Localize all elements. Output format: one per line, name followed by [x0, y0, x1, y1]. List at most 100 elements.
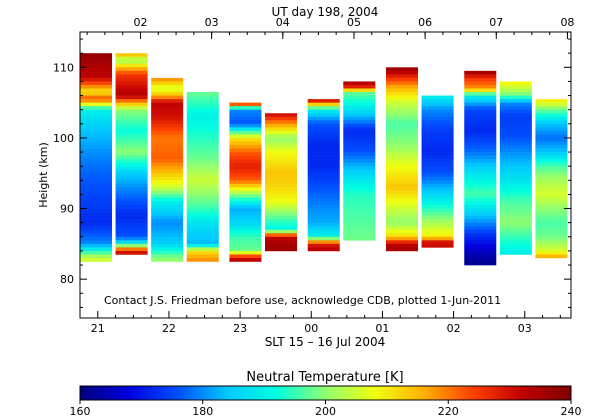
heat-cell [265, 134, 298, 139]
heat-cell [151, 144, 184, 149]
heat-cell [421, 116, 454, 121]
x-axis-label: SLT 15 – 16 Jul 2004 [265, 335, 386, 349]
heat-cell [80, 84, 113, 89]
heat-cell [115, 212, 148, 216]
heat-cell [535, 106, 568, 110]
heat-cell [265, 141, 298, 146]
heat-cell [464, 257, 497, 262]
heat-cell [80, 92, 113, 96]
heat-cell [80, 240, 113, 245]
heat-cell [265, 236, 298, 241]
heat-cell [421, 243, 454, 248]
heat-cell [186, 155, 219, 160]
heat-cell [535, 141, 568, 146]
heat-cell [385, 70, 419, 75]
heat-cell [80, 194, 113, 199]
heat-cell [464, 70, 497, 75]
heat-cell [421, 229, 454, 234]
x-tick-label: 01 [375, 322, 389, 335]
heat-cell [385, 233, 419, 238]
heat-cell [229, 233, 262, 238]
heat-cell [151, 92, 184, 96]
heat-cell [499, 88, 532, 93]
heat-cell [307, 127, 340, 132]
heat-cell [229, 120, 262, 125]
heat-cell [535, 222, 568, 227]
heat-cell [464, 222, 497, 227]
heat-cell [307, 99, 340, 103]
usage-note: Contact J.S. Friedman before use, acknow… [104, 294, 501, 307]
heat-cell [151, 127, 184, 132]
heat-cell [151, 88, 184, 93]
heat-cell [307, 166, 340, 170]
heat-cell [115, 84, 148, 89]
heat-cell [151, 141, 184, 146]
heat-cell [265, 159, 298, 163]
heat-cell [307, 208, 340, 213]
heat-cell [307, 197, 340, 202]
heat-cell [307, 222, 340, 227]
heat-cell [229, 254, 262, 259]
heat-cell [535, 169, 568, 174]
heat-cell [535, 152, 568, 156]
heat-cell [115, 205, 148, 209]
heat-cell [343, 194, 376, 199]
heat-cell [186, 144, 219, 149]
heat-cell [115, 219, 148, 223]
heat-cell [535, 180, 568, 185]
heat-cell [307, 212, 340, 216]
heat-cell [535, 162, 568, 167]
heat-cell [186, 236, 219, 241]
heat-cell [80, 134, 113, 139]
heat-cell [499, 130, 532, 135]
heat-cell [343, 155, 376, 160]
heat-cell [186, 243, 219, 248]
heat-cell [464, 137, 497, 142]
heat-cell [80, 113, 113, 118]
heat-cell [499, 169, 532, 174]
heat-cell [421, 219, 454, 223]
heat-cell [80, 187, 113, 192]
heat-cell [307, 194, 340, 199]
heat-cell [115, 144, 148, 149]
heat-cell [307, 137, 340, 142]
heat-cell [535, 201, 568, 206]
heat-cell [229, 226, 262, 231]
heat-cell [186, 173, 219, 178]
top-tick-label: 04 [276, 16, 290, 29]
heat-cell [115, 247, 148, 252]
heat-cell [115, 159, 148, 163]
heat-cell [265, 197, 298, 202]
heat-cell [343, 109, 376, 114]
heat-cell [186, 254, 219, 259]
heat-cell [151, 254, 184, 259]
heat-cell [115, 176, 148, 181]
heat-cell [80, 116, 113, 121]
heat-cell [80, 77, 113, 82]
heat-cell [307, 148, 340, 153]
y-tick-label: 100 [53, 132, 74, 145]
heat-cell [115, 173, 148, 178]
heat-cell [535, 240, 568, 245]
heat-cell [421, 130, 454, 135]
heat-cell [307, 201, 340, 206]
heat-cell [499, 212, 532, 216]
heat-cell [151, 77, 184, 82]
heat-cell [499, 113, 532, 118]
heat-cell [80, 205, 113, 209]
column-2 [115, 53, 148, 255]
heat-cell [343, 190, 376, 195]
heat-cell [186, 180, 219, 185]
heat-cell [385, 95, 419, 100]
heat-cell [385, 120, 419, 125]
heat-cell [464, 226, 497, 231]
heat-cell [80, 137, 113, 142]
heat-cell [535, 254, 568, 259]
heat-cell [421, 148, 454, 153]
heat-cell [535, 212, 568, 216]
heat-cell [535, 134, 568, 139]
heat-cell [186, 219, 219, 223]
heat-cell [186, 99, 219, 103]
heat-cell [151, 81, 184, 86]
heat-cell [385, 67, 419, 72]
